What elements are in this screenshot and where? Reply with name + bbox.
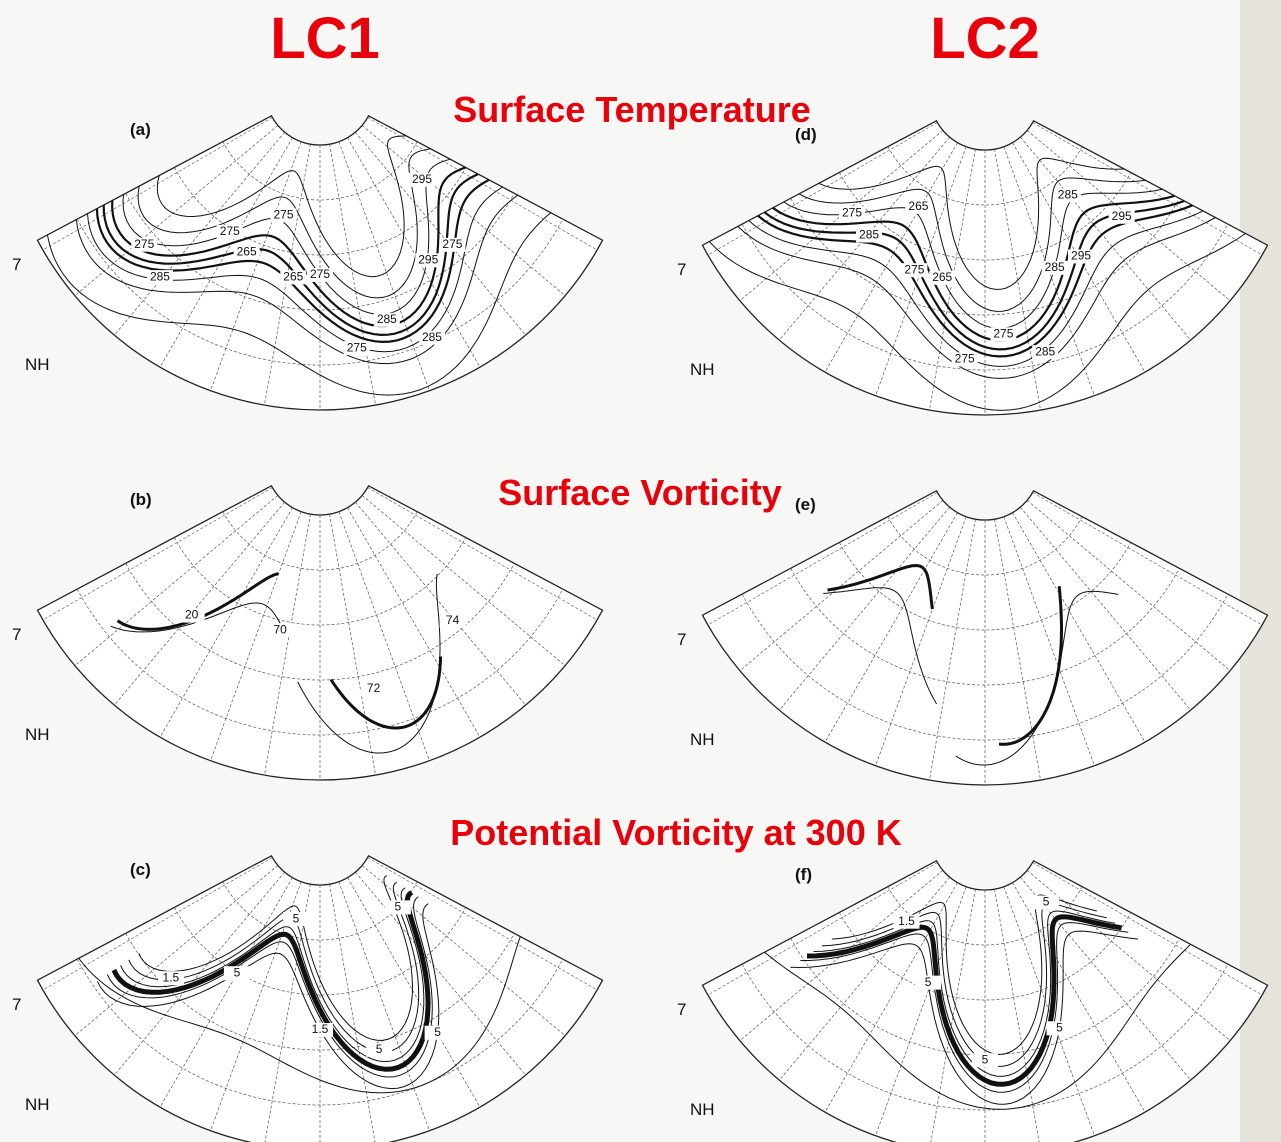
- contour-label: 5: [395, 900, 402, 914]
- hemisphere-label: NH: [690, 360, 715, 379]
- contour-label: 70: [273, 622, 287, 636]
- scan-edge: [1240, 0, 1281, 1142]
- contour-label: 5: [234, 965, 241, 979]
- contour-label: 285: [1035, 344, 1055, 358]
- contour-label: 265: [932, 270, 952, 284]
- contour-label: 285: [859, 228, 879, 242]
- edge-mark: 7: [677, 1000, 686, 1019]
- contour-label: 295: [1071, 249, 1091, 263]
- contour-label: 275: [904, 262, 924, 276]
- edge-mark: 7: [12, 995, 21, 1014]
- contour-label: 295: [418, 253, 438, 267]
- panel-label: (f): [795, 865, 812, 884]
- contour-label: 285: [1058, 188, 1078, 202]
- contour-label: 275: [310, 267, 330, 281]
- contour-label: 5: [982, 1052, 989, 1066]
- panel-label: (b): [130, 490, 152, 509]
- contour-label: 5: [434, 1025, 441, 1039]
- contour-label: 265: [237, 245, 257, 259]
- contour-label: 5: [925, 975, 932, 989]
- contour-label: 5: [1043, 895, 1050, 909]
- contour-label: 1.5: [163, 970, 180, 984]
- edge-mark: 7: [677, 630, 686, 649]
- hemisphere-label: NH: [25, 725, 50, 744]
- contour-label: 285: [1045, 260, 1065, 274]
- contour-label: 295: [412, 172, 432, 186]
- contour-label: 285: [422, 330, 442, 344]
- contour-label: 265: [908, 199, 928, 213]
- edge-mark: 7: [12, 625, 21, 644]
- contour-label: 5: [293, 911, 300, 925]
- contour-label: 1.5: [312, 1022, 329, 1036]
- contour-label: 20: [185, 608, 199, 622]
- row-title: Potential Vorticity at 300 K: [450, 812, 901, 853]
- column-title: LC1: [270, 6, 380, 71]
- contour-label: 265: [283, 270, 303, 284]
- contour-label: 5: [376, 1042, 383, 1056]
- hemisphere-label: NH: [25, 355, 50, 374]
- contour-label: 275: [273, 208, 293, 222]
- edge-mark: 7: [12, 255, 21, 274]
- hemisphere-label: NH: [690, 1100, 715, 1119]
- panel-label: (a): [130, 120, 151, 139]
- figure: 275 285 275 265 275 265 275 275 285 285 295 275 295 (…: [0, 0, 1281, 1142]
- contour-label: 1.5: [898, 914, 915, 928]
- row-title: Surface Temperature: [453, 89, 810, 130]
- contour-label: 295: [1112, 209, 1132, 223]
- panel-label: (c): [130, 860, 151, 879]
- contour-label: 275: [347, 340, 367, 354]
- contour-label: 275: [442, 237, 462, 251]
- hemisphere-label: NH: [690, 730, 715, 749]
- contour-label: 72: [367, 681, 381, 695]
- contour-label: 275: [842, 206, 862, 220]
- contour-label: 275: [134, 237, 154, 251]
- panel-label: (e): [795, 495, 816, 514]
- contour-label: 275: [993, 326, 1013, 340]
- hemisphere-label: NH: [25, 1095, 50, 1114]
- contour-label: 74: [446, 613, 460, 627]
- contour-label: 275: [955, 351, 975, 365]
- contour-label: 275: [220, 224, 240, 238]
- contour-label: 5: [1056, 1020, 1063, 1034]
- row-title: Surface Vorticity: [498, 472, 781, 513]
- contour-label: 285: [150, 269, 170, 283]
- edge-mark: 7: [677, 260, 686, 279]
- column-title: LC2: [930, 6, 1040, 71]
- contour-label: 285: [377, 312, 397, 326]
